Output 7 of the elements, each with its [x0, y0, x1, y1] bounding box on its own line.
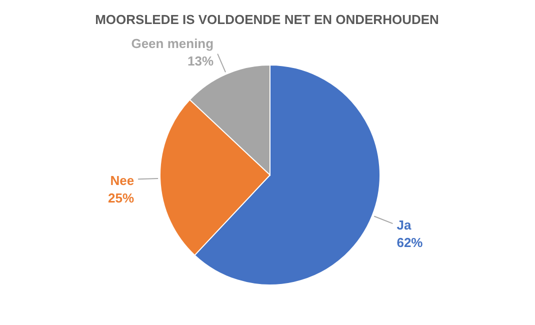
- slice-label: Nee: [110, 173, 134, 188]
- data-label: 13%: [188, 53, 214, 68]
- slice-label: Geen mening: [131, 36, 214, 51]
- chart-title: MOORSLEDE IS VOLDOENDE NET EN ONDERHOUDEN: [95, 12, 439, 27]
- slice-label: Ja: [396, 218, 412, 233]
- data-label: 62%: [396, 235, 424, 250]
- data-label: 25%: [108, 190, 134, 206]
